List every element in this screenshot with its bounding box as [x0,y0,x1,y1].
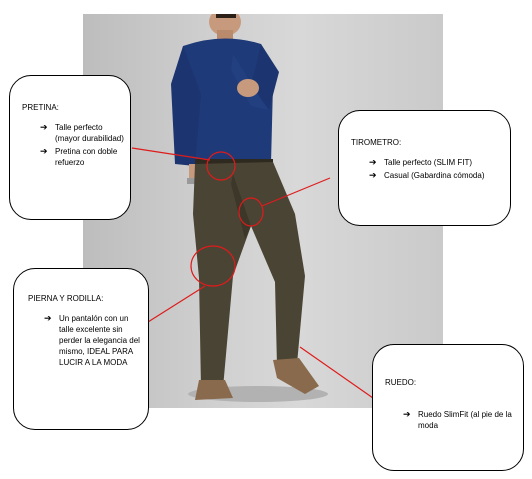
callout-title: PIERNA Y RODILLA: [28,294,104,303]
list-item: ➔ Pretina con doble refuerzo [40,146,118,167]
callout-list: ➔ Ruedo SlimFit (al pie de la moda [403,409,519,433]
callout-pierna-rodilla: PIERNA Y RODILLA: ➔ Un pantalón con un t… [13,268,149,430]
list-item: ➔ Un pantalón con un talle excelente sin… [44,313,140,367]
callout-tirometro: TIROMETRO: ➔ Talle perfecto (SLIM FIT) ➔… [338,110,511,226]
right-arrow-icon: ➔ [40,122,48,132]
shirt [183,38,273,166]
right-arrow-icon: ➔ [369,157,377,167]
callout-list: ➔ Talle perfecto (SLIM FIT) ➔ Casual (Ga… [369,157,507,183]
list-item: ➔ Ruedo SlimFit (al pie de la moda [403,409,512,430]
callout-list: ➔ Talle perfecto (mayor durabilidad) ➔ P… [40,122,126,170]
list-item: ➔ Casual (Gabardina cómoda) [369,170,485,180]
right-arrow-icon: ➔ [40,146,48,156]
callout-list: ➔ Un pantalón con un talle excelente sin… [44,313,144,370]
right-arrow-icon: ➔ [44,313,52,323]
callout-title: RUEDO: [385,378,417,387]
right-arrow-icon: ➔ [403,409,411,419]
pants [193,162,305,388]
left-shoe [195,380,233,400]
callout-pretina: PRETINA: ➔ Talle perfecto (mayor durabil… [9,75,131,220]
right-arrow-icon: ➔ [369,170,377,180]
callout-ruedo: RUEDO: ➔ Ruedo SlimFit (al pie de la mod… [372,344,524,471]
callout-title: TIROMETRO: [351,138,402,147]
callout-title: PRETINA: [22,103,59,112]
list-item: ➔ Talle perfecto (mayor durabilidad) [40,122,124,143]
list-item: ➔ Talle perfecto (SLIM FIT) [369,157,473,167]
